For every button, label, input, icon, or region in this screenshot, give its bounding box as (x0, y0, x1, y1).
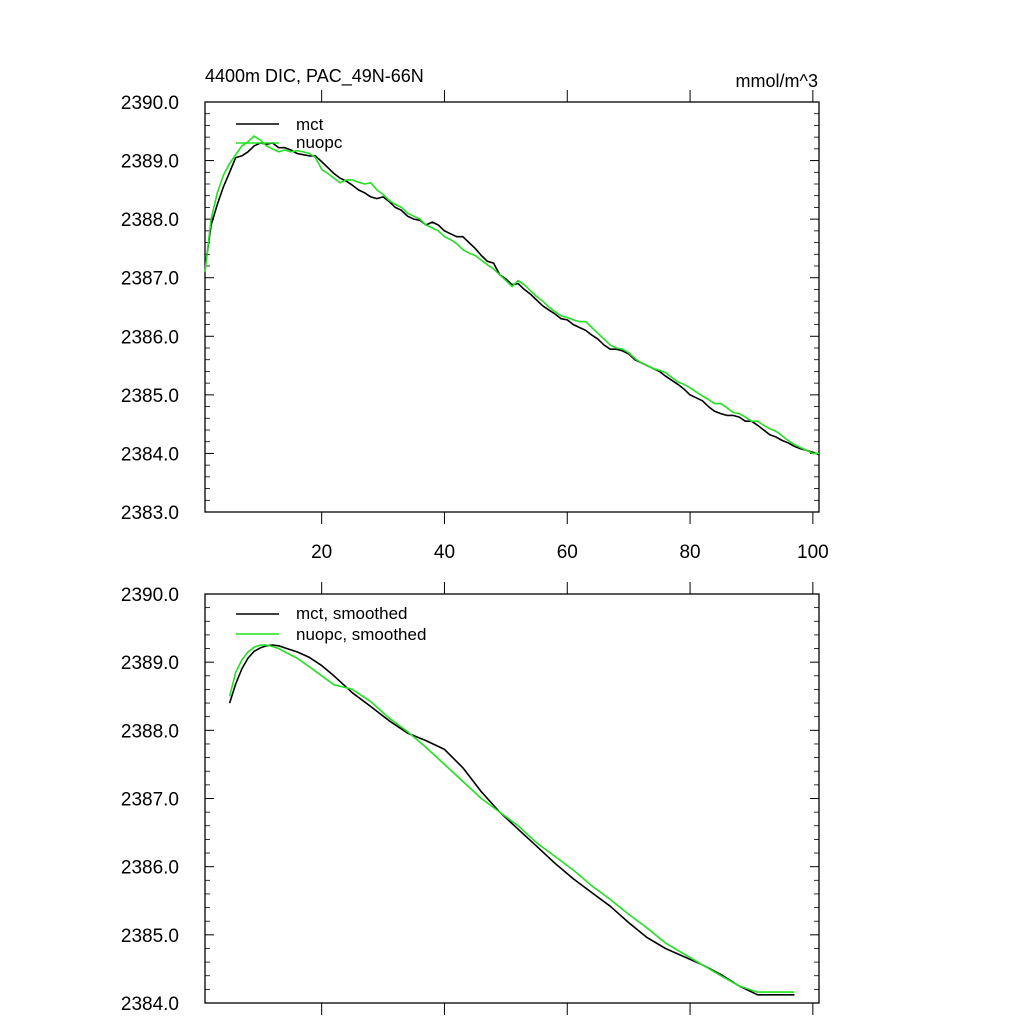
y-tick-label: 2383.0 (121, 503, 179, 524)
y-tick-label: 2386.0 (121, 327, 179, 348)
series-line-mct-smoothed (228, 644, 795, 996)
legend-label-nuopc-smoothed: nuopc, smoothed (296, 625, 426, 644)
x-tick-label: 20 (311, 542, 332, 563)
y-tick-label: 2389.0 (121, 653, 179, 674)
y-tick-label: 2385.0 (121, 386, 179, 407)
y-tick-label: 2390.0 (121, 585, 179, 606)
bottom-panel: 2384.0 2385.0 2386.0 2387.0 2388.0 2389.0 2390… (121, 582, 820, 1015)
x-tick-label: 60 (557, 542, 578, 563)
x-tick-label: 80 (679, 542, 700, 563)
top-plot-area: 2383.0 2384.0 2385.0 2386.0 2387.0 2388.0 2389… (121, 90, 829, 563)
legend-label-nuopc: nuopc (296, 133, 343, 152)
y-tick-label: 2388.0 (121, 721, 179, 742)
y-tick-label: 2387.0 (121, 269, 179, 290)
legend-label-mct: mct (296, 115, 324, 134)
chart-title: 4400m DIC, PAC_49N-66N (205, 66, 424, 87)
y-tick-label: 2388.0 (121, 210, 179, 231)
y-tick-label: 2390.0 (121, 93, 179, 114)
units-label: mmol/m^3 (736, 71, 818, 91)
series-line-nuopc (204, 135, 819, 455)
top-panel: 4400m DIC, PAC_49N-66N mmol/m^3 2383.023… (121, 66, 829, 563)
series-line-mct (204, 142, 820, 456)
bottom-legend: mct, smoothed nuopc, smoothed (236, 604, 426, 644)
plot-frame (204, 593, 820, 1004)
top-legend: mct nuopc (236, 115, 343, 152)
plot-frame (204, 101, 820, 513)
y-tick-label: 2386.0 (121, 858, 179, 879)
y-tick-label: 2385.0 (121, 926, 179, 947)
x-tick-label: 40 (434, 542, 455, 563)
y-tick-label: 2387.0 (121, 790, 179, 811)
y-tick-label: 2384.0 (121, 994, 179, 1015)
bottom-plot-area: 2384.0 2385.0 2386.0 2387.0 2388.0 2389.0 2390… (121, 582, 820, 1015)
x-tick-label: 100 (797, 542, 829, 563)
series-line-nuopc-smoothed (228, 644, 795, 993)
y-tick-label: 2389.0 (121, 152, 179, 173)
legend-label-mct-smoothed: mct, smoothed (296, 604, 408, 623)
y-tick-label: 2384.0 (121, 444, 179, 465)
